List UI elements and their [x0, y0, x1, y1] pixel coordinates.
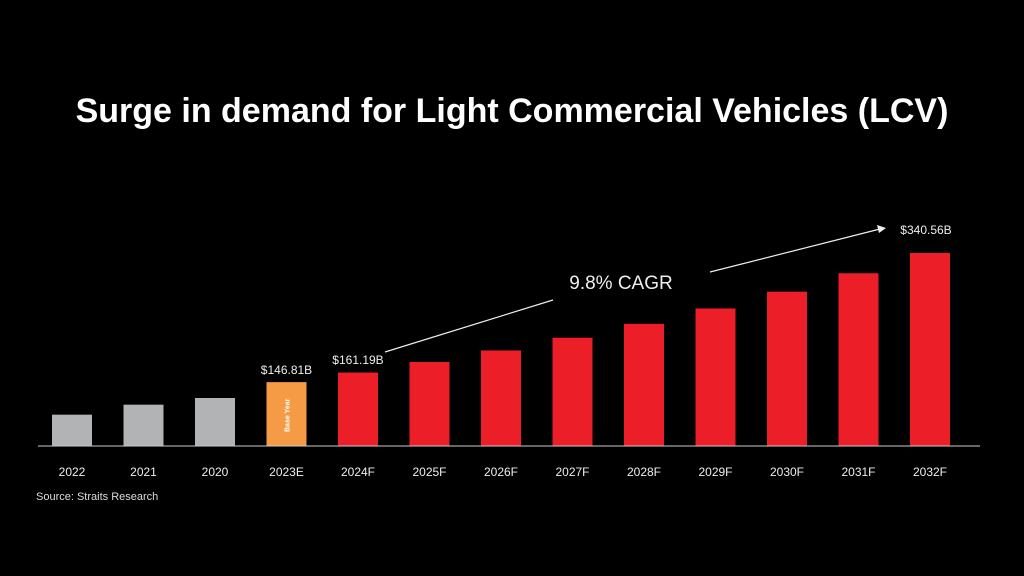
bar-2028F	[624, 323, 664, 446]
data-label: $340.56B	[900, 223, 951, 237]
x-tick-label: 2031F	[841, 465, 875, 479]
arrow-head-icon	[877, 225, 886, 233]
bar-2031F	[838, 273, 879, 446]
x-tick-label: 2032F	[913, 465, 947, 479]
x-tick-label: 2021	[130, 465, 157, 479]
cagr-arrow-line	[384, 299, 554, 353]
x-tick-label: 2027F	[555, 465, 589, 479]
bar-2029F	[695, 308, 736, 446]
bar-2026F	[481, 350, 521, 446]
x-tick-label: 2022	[59, 465, 86, 479]
x-tick-label: 2024F	[341, 465, 375, 479]
bar-2022	[52, 414, 92, 446]
x-tick-label: 2026F	[484, 465, 518, 479]
x-tick-label: 2023E	[269, 465, 304, 479]
source-note: Source: Straits Research	[36, 491, 159, 503]
bar-2027F	[552, 337, 593, 446]
base-year-label: Base Year	[285, 398, 292, 432]
bar-2032F	[910, 252, 950, 446]
data-label: $146.81B	[261, 363, 312, 377]
bar-2023E	[266, 382, 307, 446]
x-tick-label: 2030F	[770, 465, 804, 479]
data-label: $161.19B	[332, 353, 383, 367]
x-tick-label: 2020	[202, 465, 229, 479]
x-tick-label: 2029F	[698, 465, 732, 479]
chart-title: Surge in demand for Light Commercial Veh…	[75, 92, 949, 130]
cagr-annotation: 9.8% CAGR	[569, 273, 672, 294]
x-tick-label: 2028F	[627, 465, 661, 479]
bar-2020	[195, 398, 235, 446]
bar-2021	[123, 404, 164, 446]
cagr-arrow-line	[709, 228, 881, 273]
x-tick-label: 2025F	[412, 465, 446, 479]
bar-2030F	[767, 291, 807, 446]
bar-2024F	[338, 372, 378, 446]
bar-2025F	[409, 362, 450, 446]
